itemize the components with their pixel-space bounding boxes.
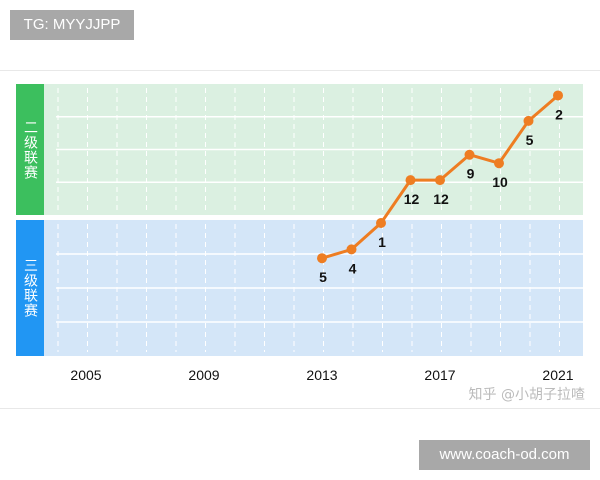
data-point (317, 253, 327, 264)
divider-top (0, 70, 600, 71)
data-point (494, 158, 504, 169)
tg-tag: TG: MYYJJPP (10, 10, 134, 40)
x-tick-label: 2013 (306, 367, 337, 383)
data-label: 1 (378, 234, 386, 250)
data-point (346, 244, 357, 255)
data-label: 9 (467, 166, 475, 182)
band-label-text: 二级联赛 (22, 119, 38, 180)
zhihu-watermark: 知乎 @小胡子拉喳 (468, 387, 585, 403)
band-label-bg (16, 84, 44, 215)
band-label-second-league: 二级联赛 (16, 84, 44, 215)
x-tick-label: 2017 (424, 367, 455, 383)
x-tick-label: 2009 (188, 367, 219, 383)
data-label: 2 (555, 106, 563, 122)
data-point (553, 90, 563, 101)
data-point (464, 149, 475, 160)
data-label: 12 (433, 191, 449, 207)
data-label: 12 (404, 191, 420, 207)
data-point (405, 175, 416, 186)
x-tick-label: 2021 (542, 367, 573, 383)
band-label-bg (16, 220, 44, 356)
x-tick-label: 2005 (70, 367, 101, 383)
data-label: 10 (492, 174, 508, 190)
data-label: 5 (526, 132, 534, 148)
data-point (435, 175, 445, 186)
divider-bottom (0, 408, 600, 409)
data-label: 5 (319, 269, 327, 285)
data-label: 4 (349, 260, 357, 276)
data-point (376, 218, 386, 228)
band-label-third-league: 三级联赛 (16, 220, 44, 356)
site-banner: www.coach-od.com (419, 440, 590, 470)
band-label-text: 三级联赛 (22, 258, 38, 318)
data-point (523, 115, 534, 126)
